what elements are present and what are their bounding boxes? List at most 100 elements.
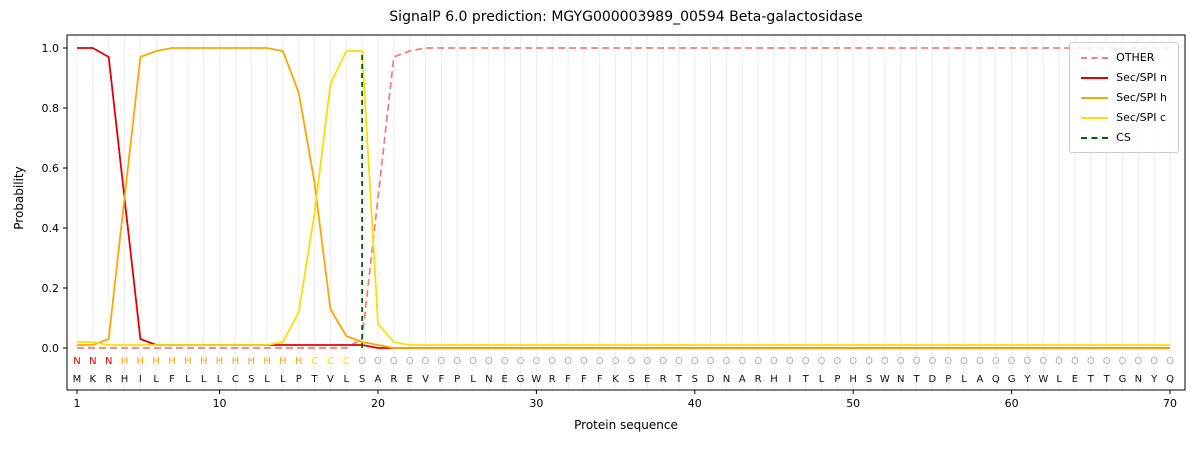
svg-text:Q: Q: [1166, 374, 1174, 385]
svg-text:A: A: [976, 374, 983, 385]
svg-text:L: L: [201, 374, 207, 385]
svg-text:R: R: [660, 374, 667, 385]
svg-text:R: R: [549, 374, 556, 385]
svg-text:0.4: 0.4: [42, 222, 60, 235]
svg-text:O: O: [675, 356, 683, 367]
svg-text:O: O: [612, 356, 620, 367]
svg-text:N: N: [105, 356, 112, 367]
sec-spi-h-line-sample: [1081, 96, 1109, 99]
svg-text:F: F: [597, 374, 603, 385]
svg-text:H: H: [121, 374, 129, 385]
svg-text:O: O: [707, 356, 715, 367]
svg-text:T: T: [1087, 374, 1095, 385]
svg-text:20: 20: [371, 397, 385, 410]
svg-text:H: H: [216, 356, 224, 367]
svg-text:R: R: [755, 374, 762, 385]
svg-text:N: N: [1135, 374, 1142, 385]
svg-text:O: O: [992, 356, 1000, 367]
legend-label-sec-spi-h: Sec/SPI h: [1116, 91, 1167, 104]
svg-text:O: O: [1023, 356, 1031, 367]
svg-text:T: T: [675, 374, 683, 385]
svg-text:H: H: [232, 356, 240, 367]
cs-line-sample: [1081, 136, 1109, 139]
svg-text:N: N: [89, 356, 96, 367]
svg-text:0.6: 0.6: [42, 162, 60, 175]
svg-text:I: I: [788, 374, 791, 385]
svg-text:O: O: [627, 356, 635, 367]
svg-text:L: L: [961, 374, 967, 385]
legend-item-cs: CS: [1081, 130, 1167, 145]
svg-text:O: O: [564, 356, 572, 367]
svg-text:O: O: [406, 356, 414, 367]
legend-item-other: OTHER: [1081, 50, 1167, 65]
svg-text:N: N: [723, 374, 730, 385]
svg-text:1.0: 1.0: [42, 42, 60, 55]
svg-text:E: E: [406, 374, 412, 385]
svg-text:S: S: [692, 374, 698, 385]
legend-item-sec-spi-n: Sec/SPI n: [1081, 70, 1167, 85]
svg-text:V: V: [327, 374, 334, 385]
y-axis-label: Probability: [12, 166, 26, 230]
svg-text:L: L: [217, 374, 223, 385]
svg-text:O: O: [944, 356, 952, 367]
svg-text:L: L: [185, 374, 191, 385]
svg-text:O: O: [437, 356, 445, 367]
svg-text:O: O: [849, 356, 857, 367]
svg-text:P: P: [945, 374, 951, 385]
chart-title: SignalP 6.0 prediction: MGYG000003989_00…: [389, 9, 863, 25]
svg-text:H: H: [770, 374, 778, 385]
svg-text:S: S: [359, 374, 365, 385]
svg-text:O: O: [374, 356, 382, 367]
svg-text:O: O: [643, 356, 651, 367]
svg-text:0.8: 0.8: [42, 102, 60, 115]
svg-text:O: O: [881, 356, 889, 367]
svg-text:F: F: [581, 374, 587, 385]
svg-text:O: O: [786, 356, 794, 367]
svg-text:O: O: [1055, 356, 1063, 367]
svg-text:T: T: [802, 374, 810, 385]
svg-text:G: G: [517, 374, 525, 385]
legend-item-sec-spi-c: Sec/SPI c: [1081, 110, 1167, 125]
svg-text:O: O: [1103, 356, 1111, 367]
svg-text:G: G: [1119, 374, 1127, 385]
svg-text:0.2: 0.2: [42, 282, 60, 295]
svg-text:50: 50: [846, 397, 860, 410]
svg-text:W: W: [880, 374, 890, 385]
svg-text:60: 60: [1005, 397, 1019, 410]
svg-text:O: O: [1166, 356, 1174, 367]
svg-text:O: O: [469, 356, 477, 367]
svg-text:L: L: [153, 374, 159, 385]
svg-text:1: 1: [74, 397, 81, 410]
svg-text:O: O: [1087, 356, 1095, 367]
svg-text:10: 10: [213, 397, 227, 410]
svg-text:W: W: [531, 374, 541, 385]
legend-label-other: OTHER: [1116, 51, 1155, 64]
svg-text:O: O: [580, 356, 588, 367]
svg-text:O: O: [1071, 356, 1079, 367]
svg-text:T: T: [1103, 374, 1111, 385]
svg-text:S: S: [248, 374, 254, 385]
svg-text:F: F: [438, 374, 444, 385]
svg-text:H: H: [295, 356, 303, 367]
svg-text:H: H: [121, 356, 129, 367]
svg-text:O: O: [1039, 356, 1047, 367]
svg-text:H: H: [184, 356, 192, 367]
svg-text:E: E: [644, 374, 650, 385]
svg-text:K: K: [612, 374, 619, 385]
svg-text:L: L: [280, 374, 286, 385]
svg-text:O: O: [390, 356, 398, 367]
svg-text:O: O: [1119, 356, 1127, 367]
svg-text:O: O: [976, 356, 984, 367]
svg-text:L: L: [264, 374, 270, 385]
svg-text:O: O: [422, 356, 430, 367]
svg-text:S: S: [628, 374, 634, 385]
legend-label-cs: CS: [1116, 131, 1131, 144]
svg-text:P: P: [454, 374, 460, 385]
svg-text:Y: Y: [1023, 374, 1031, 385]
svg-text:Y: Y: [1150, 374, 1158, 385]
svg-text:O: O: [1150, 356, 1158, 367]
svg-text:O: O: [659, 356, 667, 367]
svg-text:H: H: [279, 356, 287, 367]
svg-text:O: O: [1008, 356, 1016, 367]
svg-text:C: C: [311, 356, 318, 367]
